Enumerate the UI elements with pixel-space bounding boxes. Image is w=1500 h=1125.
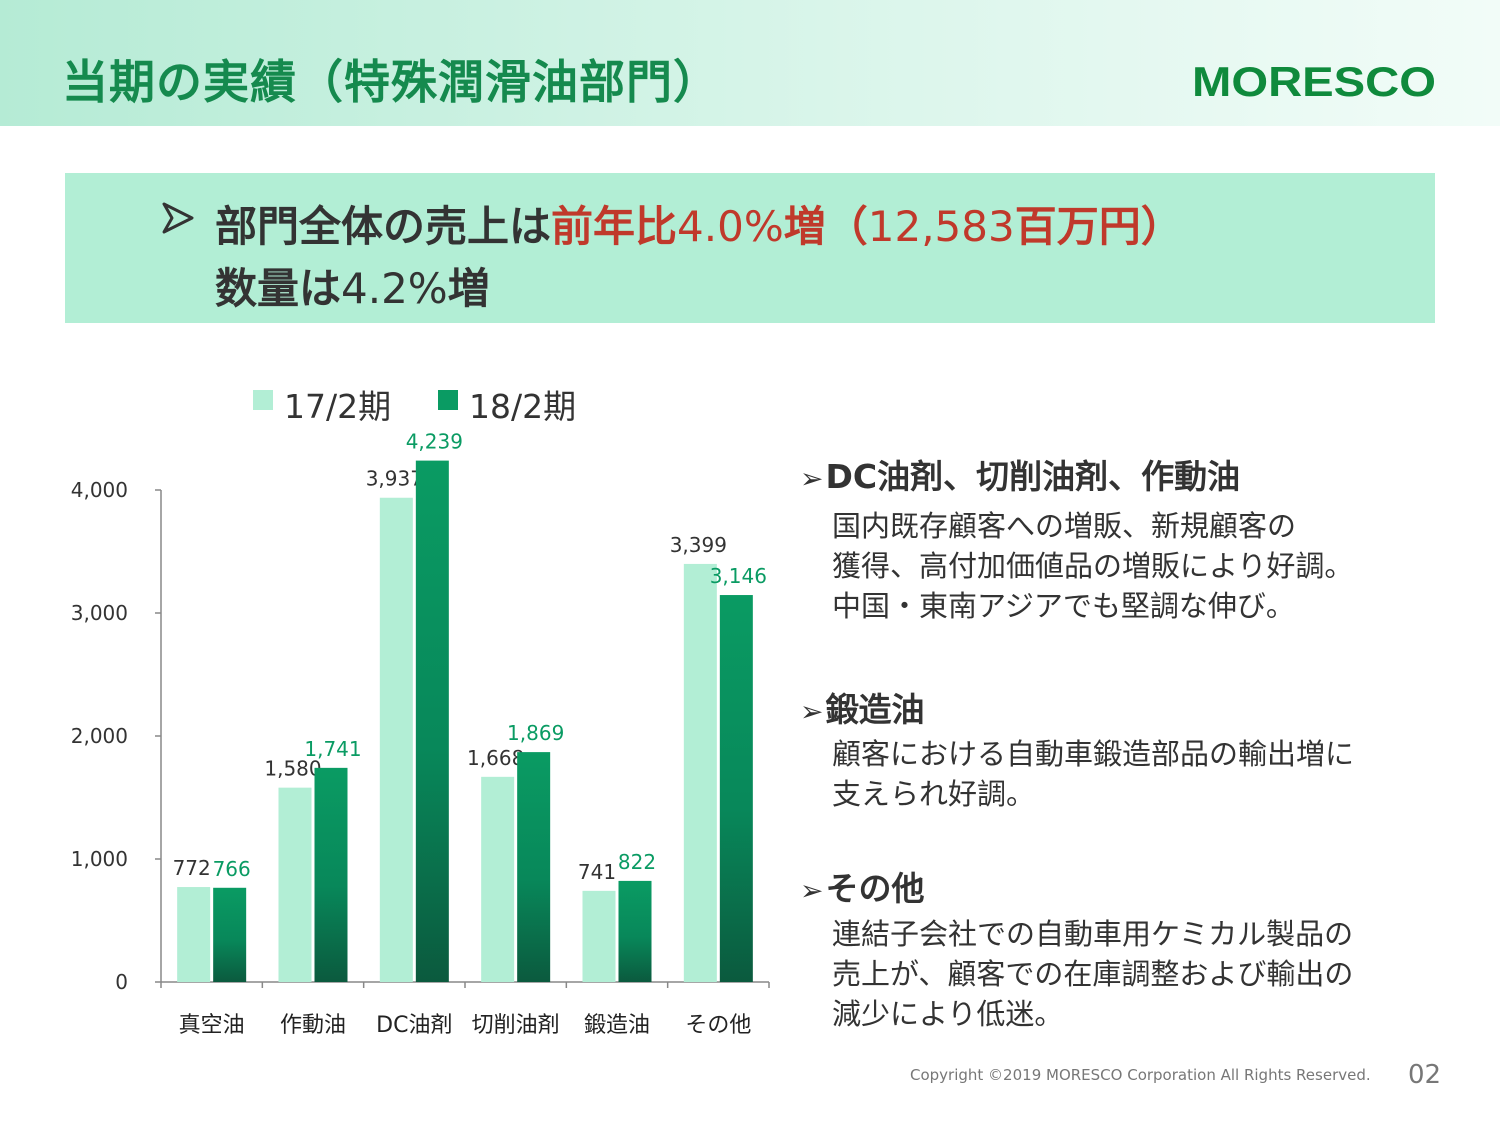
bar-18 — [415, 460, 449, 982]
summary-fragment: 前年比 — [551, 202, 678, 251]
copyright: Copyright ©2019 MORESCO Corporation All … — [910, 1066, 1371, 1084]
summary-fragment: 増（ — [783, 202, 868, 251]
summary-fragment: 4.0% — [677, 202, 784, 251]
arrow-bullet-icon: ➢ — [800, 874, 824, 907]
summary-fragment: 百万円） — [1014, 202, 1183, 251]
bar-17 — [683, 563, 717, 982]
bar-17 — [582, 890, 616, 982]
data-label: 3,399 — [670, 533, 727, 557]
section-body-line: 顧客における自動車鍛造部品の輸出増に — [832, 737, 1355, 771]
y-tick-label: 2,000 — [71, 724, 128, 748]
summary-fragment: 増 — [447, 264, 490, 313]
section-heading-text: その他 — [825, 869, 925, 908]
y-tick-label: 3,000 — [71, 601, 128, 625]
bar-17 — [379, 497, 413, 982]
x-tick-label: 真空油 — [179, 1013, 245, 1038]
summary-line-1: 部門全体の売上は前年比4.0%増（12,583百万円） — [215, 193, 1183, 254]
x-tick-label: DC油剤 — [376, 1013, 452, 1038]
summary-fragment: 数量は — [215, 264, 342, 313]
data-label: 766 — [213, 857, 251, 881]
page-title: 当期の実績（特殊潤滑油部門） — [62, 55, 720, 109]
header-band — [0, 0, 1500, 126]
section-body: 国内既存顧客への増販、新規顧客の獲得、高付加価値品の増販により好調。 中国・東南ア… — [832, 506, 1353, 626]
moresco-logo: MORESCO — [1192, 60, 1436, 100]
summary-box — [65, 173, 1435, 323]
bar-18 — [517, 752, 551, 982]
data-label: 1,869 — [507, 721, 564, 745]
summary-line-2: 数量は4.2%増 — [215, 255, 490, 316]
data-label: 3,146 — [710, 564, 767, 588]
arrow-bullet-icon: ➢ — [800, 462, 824, 495]
bar-18 — [719, 595, 753, 982]
y-tick-label: 0 — [115, 970, 128, 994]
section-body-line: 国内既存顧客への増販、新規顧客の — [832, 509, 1297, 543]
data-label: 4,239 — [406, 430, 463, 454]
section-heading: ➢その他 — [800, 862, 924, 910]
section-body-line: 売上が、顧客での在庫調整および輸出の — [832, 957, 1354, 991]
data-label: 772 — [173, 856, 211, 880]
logo-wordmark: MORESCO — [1192, 60, 1436, 100]
data-label: 741 — [578, 860, 616, 884]
x-tick-label: その他 — [685, 1013, 751, 1038]
section-body-line: 支えられ好調。 — [832, 777, 1036, 811]
section-body: 連結子会社での自動車用ケミカル製品の 売上が、顧客での在庫調整および輸出の 減少によ… — [832, 914, 1353, 1034]
arrow-bullet-icon — [162, 202, 194, 234]
summary-fragment: 部門全体の売上は — [215, 202, 552, 251]
summary-fragment: 12,583 — [867, 202, 1015, 251]
x-tick-label: 切削油剤 — [472, 1013, 560, 1038]
section-heading-text: DC油剤、切削油剤、作動油 — [825, 457, 1241, 496]
bar-18 — [618, 880, 652, 982]
bar-18 — [314, 767, 348, 982]
bar-17 — [177, 887, 211, 982]
section-heading-text: 鍛造油 — [825, 690, 925, 729]
page-number: 02 — [1408, 1060, 1442, 1090]
summary-fragment: 4.2% — [341, 264, 448, 313]
section-body-line: 減少により低迷。 — [832, 997, 1064, 1031]
arrow-bullet-icon: ➢ — [800, 695, 824, 728]
section-body-line: 獲得、高付加価値品の増販により好調。 — [832, 549, 1354, 583]
legend-swatch-17 — [253, 390, 273, 410]
data-label: 3,937 — [366, 467, 423, 491]
data-label: 1,741 — [304, 737, 361, 761]
bar-18 — [213, 887, 247, 982]
section-body-line: 連結子会社での自動車用ケミカル製品の — [832, 917, 1354, 951]
y-tick-label: 1,000 — [71, 847, 128, 871]
bar-17 — [481, 776, 515, 982]
legend-swatch-18 — [438, 390, 458, 410]
section-heading: ➢DC油剤、切削油剤、作動油 — [800, 450, 1240, 498]
legend-label-18: 18/2期 — [469, 387, 577, 426]
section-body-line: 中国・東南アジアでも堅調な伸び。 — [832, 589, 1295, 623]
x-tick-label: 作動油 — [280, 1013, 346, 1038]
section-heading: ➢鍛造油 — [800, 683, 924, 731]
data-label: 822 — [618, 850, 656, 874]
bar-17 — [278, 787, 312, 982]
legend-label-17: 17/2期 — [284, 387, 392, 426]
y-tick-label: 4,000 — [71, 478, 128, 502]
section-body: 顧客における自動車鍛造部品の輸出増に 支えられ好調。 — [832, 734, 1354, 814]
x-tick-label: 鍛造油 — [584, 1013, 650, 1038]
data-label: 1,668 — [467, 746, 524, 770]
data-label: 1,580 — [264, 757, 321, 781]
